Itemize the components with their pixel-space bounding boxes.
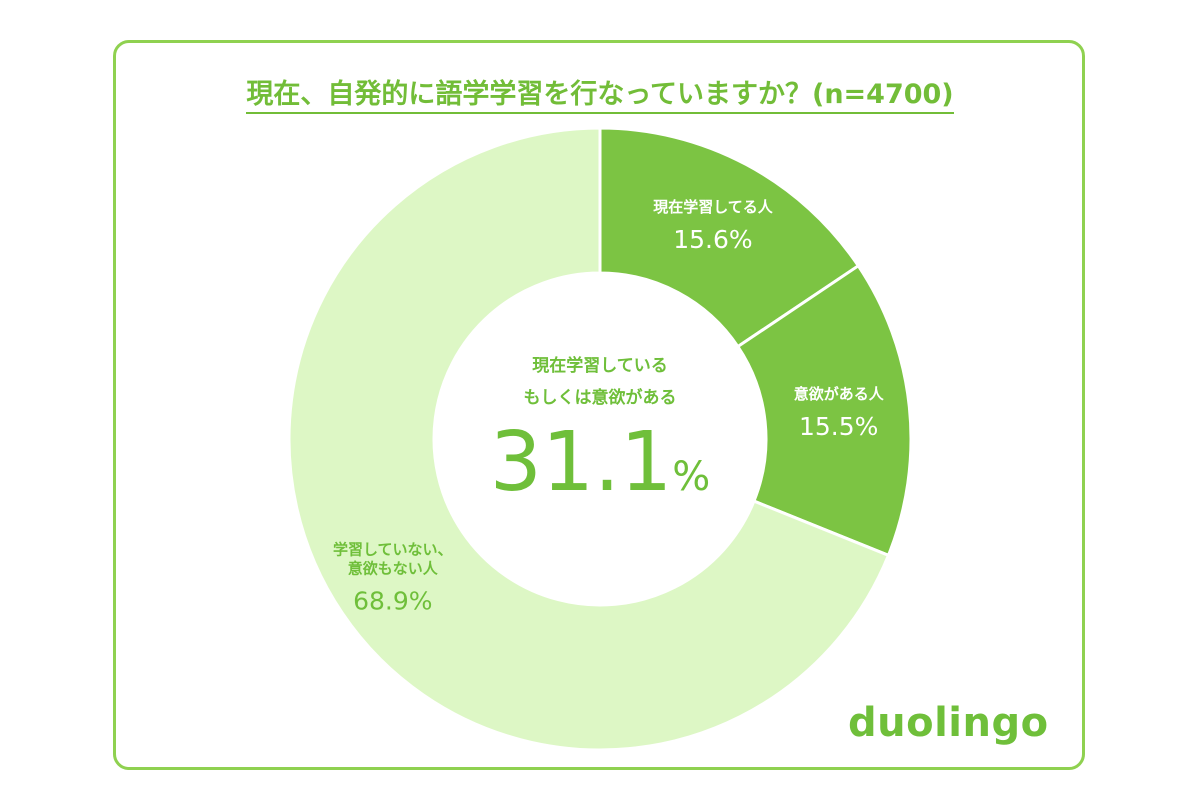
value-label: 68.9% <box>353 586 433 616</box>
slice-label: 意欲がある人 15.5% <box>794 385 884 443</box>
category-label: 現在学習してる人 <box>653 198 773 217</box>
slice-label: 現在学習してる人 15.6% <box>653 198 773 256</box>
center-text: 現在学習している もしくは意欲がある <box>523 356 677 409</box>
donut-slice <box>735 263 913 558</box>
chart-title: 現在、自発的に語学学習を行なっていますか？(n=4700) <box>246 79 954 114</box>
center-figure: 31.1% <box>490 415 711 510</box>
logo: duolingo <box>848 700 1049 746</box>
chart-title-box: 現在、自発的に語学学習を行なっていますか？(n=4700) <box>0 72 1200 114</box>
donut-slice <box>287 126 891 752</box>
center-label: 現在学習している もしくは意欲がある 31.1% <box>490 350 711 510</box>
category-label: 学習していない、 意欲もない人 <box>333 540 453 578</box>
value-label: 15.6% <box>673 224 753 254</box>
frame <box>113 40 1085 770</box>
value-label: 15.5% <box>798 411 879 441</box>
center-unit: % <box>672 453 711 500</box>
slice-label: 学習していない、 意欲もない人 68.9% <box>333 540 453 618</box>
category-label: 意欲がある人 <box>793 385 884 404</box>
donut-slice <box>598 126 861 349</box>
center-value: 31.1 <box>489 414 673 510</box>
